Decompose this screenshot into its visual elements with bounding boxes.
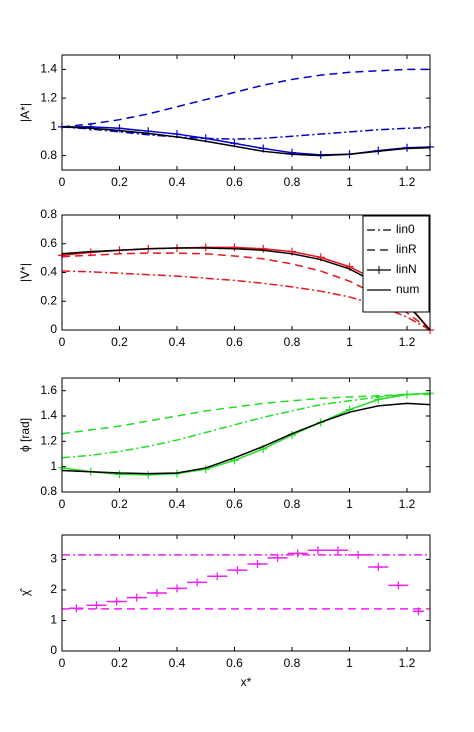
plot-area <box>62 535 430 651</box>
legend-label: lin0 <box>396 222 415 236</box>
series-line <box>61 392 431 476</box>
y-axis-label: χ̂ <box>18 588 32 596</box>
x-tick-label: 1 <box>346 335 353 349</box>
x-tick-label: 0 <box>59 497 66 511</box>
x-tick-label: 0.6 <box>226 497 243 511</box>
y-tick-label: 0.8 <box>40 207 57 221</box>
y-tick-label: 2 <box>50 582 57 596</box>
y-tick-label: 0.8 <box>40 148 57 162</box>
axes-frame <box>61 534 431 652</box>
legend-box <box>362 215 430 313</box>
y-tick-label: 1.2 <box>40 90 57 104</box>
marker <box>334 546 342 555</box>
y-axis-label: ϕ [rad] <box>18 418 32 452</box>
x-tick-label: 0.4 <box>169 656 186 670</box>
panel: 0 1 2 3 0 0.2 0.4 0.6 0.8 1 1.2 χ̂ x* <box>18 534 431 689</box>
y-tick-label: 1.6 <box>40 383 57 397</box>
x-tick-label: 1 <box>346 497 353 511</box>
y-tick-label: 0 <box>50 322 57 336</box>
y-axis-label: |A*| <box>18 103 32 122</box>
marker <box>72 604 81 613</box>
x-tick-label: 0.2 <box>111 175 128 189</box>
series-line <box>61 126 431 157</box>
marker <box>273 553 282 562</box>
axes-frame <box>61 214 431 331</box>
plot-area <box>62 55 430 170</box>
y-tick-label: 0.6 <box>40 236 57 250</box>
x-tick-label: 0.4 <box>169 175 186 189</box>
plot-area <box>62 378 430 492</box>
x-tick-label: 0.2 <box>111 497 128 511</box>
marker <box>313 546 322 555</box>
marker <box>112 597 121 606</box>
marker <box>354 550 363 559</box>
x-tick-label: 0 <box>59 656 66 670</box>
marker <box>394 581 403 590</box>
marker <box>233 566 242 575</box>
x-tick-label: 0.6 <box>226 656 243 670</box>
legend-label: num <box>396 282 419 296</box>
marker <box>213 572 222 581</box>
panel: 0.8 1 1.2 1.4 0 0.2 0.4 0.6 0.8 1 1.2 |A*| <box>18 54 434 189</box>
x-tick-label: 0.2 <box>111 656 128 670</box>
series-line <box>61 270 431 331</box>
series-line <box>61 68 430 128</box>
marker <box>414 607 423 616</box>
x-tick-label: 1.2 <box>399 497 416 511</box>
marker <box>293 549 302 558</box>
y-tick-label: 3 <box>50 552 57 566</box>
y-tick-label: 1.2 <box>40 434 57 448</box>
y-tick-label: 0 <box>50 643 57 657</box>
x-tick-label: 0.2 <box>111 335 128 349</box>
series-line <box>61 402 431 475</box>
y-axis-label: |V*| <box>18 263 32 282</box>
y-tick-label: 1 <box>50 459 57 473</box>
marker <box>193 578 202 587</box>
legend-label: linN <box>396 262 417 276</box>
y-tick-label: 0.2 <box>40 293 57 307</box>
legend: lin0 linR linN num <box>362 215 430 313</box>
marker <box>173 584 181 593</box>
marker <box>374 563 383 572</box>
x-tick-label: 1.2 <box>399 335 416 349</box>
panel: 0.8 1 1.2 1.4 1.6 0 0.2 0.4 0.6 0.8 1 1.2 ϕ [rad] <box>18 377 434 511</box>
x-tick-label: 0.8 <box>284 175 301 189</box>
axes-frame <box>61 377 431 493</box>
x-axis-label: x* <box>241 675 252 689</box>
marker <box>132 593 141 602</box>
x-tick-label: 0.6 <box>226 175 243 189</box>
x-tick-label: 1 <box>346 175 353 189</box>
y-tick-label: 0.8 <box>40 484 57 498</box>
legend-label: linR <box>396 242 417 256</box>
legend-marker <box>375 266 383 274</box>
series-line <box>61 393 430 435</box>
y-tick-label: 1.4 <box>40 62 57 76</box>
x-tick-label: 1 <box>346 656 353 670</box>
y-tick-label: 1 <box>50 119 57 133</box>
marker <box>152 589 161 597</box>
series-line <box>61 126 431 140</box>
x-tick-label: 1.2 <box>399 175 416 189</box>
x-tick-label: 0 <box>59 335 66 349</box>
x-tick-label: 0.8 <box>284 335 301 349</box>
x-tick-label: 0.4 <box>169 497 186 511</box>
y-tick-label: 0.4 <box>40 265 57 279</box>
marker <box>92 601 101 610</box>
x-tick-label: 0.6 <box>226 335 243 349</box>
y-tick-label: 1 <box>50 613 57 627</box>
x-tick-label: 0.8 <box>284 656 301 670</box>
marker <box>253 560 262 568</box>
x-tick-label: 1.2 <box>399 656 416 670</box>
axes-frame <box>61 54 431 171</box>
x-tick-label: 0.4 <box>169 335 186 349</box>
x-tick-label: 0 <box>59 175 66 189</box>
y-tick-label: 1.4 <box>40 408 57 422</box>
x-tick-label: 0.8 <box>284 497 301 511</box>
